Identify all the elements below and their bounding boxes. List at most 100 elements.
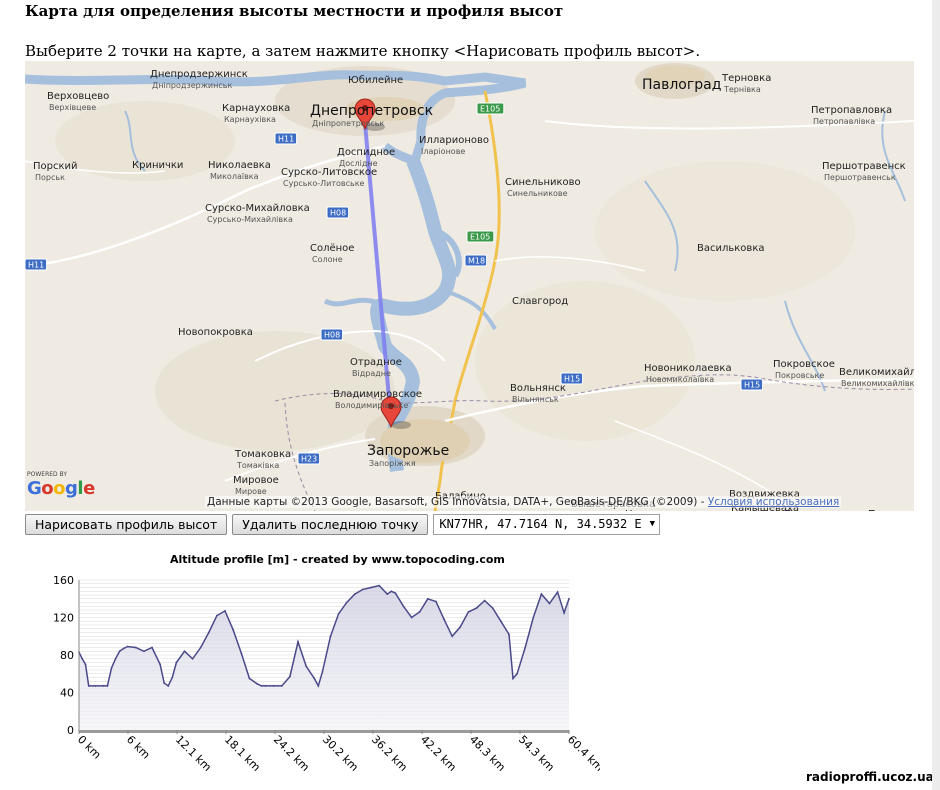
altitude-point — [370, 586, 372, 589]
place-label: Порский — [33, 161, 78, 172]
road-shield-label: H11 — [278, 135, 294, 144]
y-tick-label: 0 — [67, 724, 74, 737]
x-tick-label: 18.1 km — [222, 733, 263, 774]
place-sublabel: Карнаухівка — [224, 115, 276, 124]
road-shield: H15 — [560, 372, 584, 385]
road-shield: H08 — [320, 328, 344, 341]
altitude-point — [106, 685, 109, 687]
place-sublabel: Вільнянськ — [512, 395, 559, 404]
x-tick-label: 12.1 km — [173, 733, 214, 774]
instructions-text: Выберите 2 точки на карте, а затем нажми… — [25, 42, 701, 60]
place-label: Новопокровка — [178, 327, 253, 338]
profile-route-line — [363, 122, 393, 422]
x-tick-label: 6 km — [124, 733, 153, 762]
terms-of-use-link[interactable]: Условия использования — [707, 496, 840, 508]
place-label: Вольнянск — [510, 383, 566, 394]
place-sublabel: Великомихайлівка — [841, 379, 914, 388]
place-label: Павлоград — [642, 77, 721, 93]
place-label: Владимировское — [333, 389, 422, 400]
altitude-point — [248, 677, 251, 680]
place-label: Першотравенск — [822, 161, 906, 172]
altitude-point — [84, 663, 87, 666]
attribution-text: Данные карты ©2013 Google, Basarsoft, GI… — [207, 496, 708, 508]
altitude-point — [345, 601, 348, 604]
altitude-point — [568, 597, 570, 600]
y-tick-label: 160 — [53, 574, 74, 587]
place-label: Синельниково — [505, 177, 581, 188]
map-canvas[interactable]: Днепродзержинск Дніпродзержинськ Днепропет… — [25, 61, 914, 511]
altitude-point — [126, 645, 129, 648]
altitude-point — [491, 607, 494, 610]
altitude-point — [321, 670, 324, 673]
place-sublabel: Іларіонове — [421, 147, 465, 156]
altitude-point — [499, 620, 502, 623]
place-sublabel: Синельникове — [507, 189, 568, 198]
altitude-point — [410, 616, 413, 619]
road-shield-label: H15 — [744, 381, 760, 390]
place-label: Илларионово — [419, 135, 489, 146]
place-sublabel: Томаківка — [236, 461, 279, 470]
altitude-point — [512, 677, 514, 680]
altitude-point — [151, 646, 153, 649]
road-shield: H15 — [740, 378, 764, 391]
road-shield-label: E105 — [470, 233, 490, 242]
altitude-point — [378, 584, 381, 587]
altitude-point — [163, 682, 166, 685]
place-label: Николаевка — [208, 160, 271, 171]
altitude-point — [563, 611, 566, 614]
altitude-point — [329, 635, 332, 638]
page-title: Карта для определения высоты местности и… — [25, 2, 564, 20]
altitude-point — [540, 593, 543, 595]
draw-profile-button[interactable]: Нарисовать профиль высот — [25, 513, 228, 535]
place-sublabel: Першотравенськ — [824, 173, 896, 182]
start-marker-icon[interactable] — [354, 98, 385, 131]
x-tick-label: 54.3 km — [516, 733, 557, 774]
place-label: Днепродзержинск — [150, 69, 248, 80]
point-select-value: KN77HR, 47.7164 N, 34.5932 E — [439, 517, 642, 531]
altitude-point — [199, 646, 202, 649]
road-shield: H11 — [25, 258, 48, 271]
place-sublabel: Верхівцеве — [49, 103, 96, 112]
end-marker-icon[interactable] — [380, 396, 411, 429]
altitude-point — [516, 672, 518, 675]
road-shield-label: H15 — [564, 375, 580, 384]
scrollbar[interactable] — [932, 0, 940, 790]
altitude-point — [81, 657, 84, 660]
altitude-point — [256, 683, 259, 685]
altitude-point — [216, 614, 218, 617]
place-label: Карнауховка — [222, 103, 290, 114]
altitude-point — [289, 675, 291, 678]
altitude-point — [483, 599, 486, 602]
delete-last-point-button[interactable]: Удалить последнюю точку — [232, 513, 429, 535]
altitude-point — [175, 661, 178, 664]
place-sublabel: Покровське — [775, 371, 824, 380]
road-shield: E105 — [466, 230, 495, 243]
x-tick-label: 36.2 km — [369, 733, 410, 774]
altitude-point — [102, 685, 105, 687]
road-shield: H11 — [274, 132, 298, 145]
place-label: Петропавловка — [811, 105, 892, 116]
altitude-point — [451, 635, 454, 638]
altitude-point — [114, 657, 117, 660]
powered-by-label: POWERED BY — [27, 471, 68, 478]
google-logo[interactable]: POWERED BY Google — [27, 471, 95, 499]
y-tick-label: 120 — [53, 612, 74, 625]
road-shield: H23 — [297, 452, 321, 465]
altitude-point — [443, 618, 445, 621]
altitude-point — [532, 616, 535, 619]
point-select[interactable]: KN77HR, 47.7164 N, 34.5932 E ▼ — [433, 513, 661, 535]
place-label: Воздвижевка — [729, 489, 800, 500]
place-sublabel: Дослідне — [339, 159, 378, 168]
place-sublabel: Порськ — [35, 173, 65, 182]
place-sublabel: Петропавлівка — [813, 117, 875, 126]
google-logo-word: Google — [27, 478, 95, 499]
altitude-point — [418, 610, 421, 613]
place-sublabel: Відрадне — [352, 369, 391, 378]
altitude-point — [390, 590, 393, 593]
altitude-point — [240, 652, 243, 655]
place-label: Доспидное — [337, 147, 395, 158]
altitude-point — [524, 646, 527, 649]
place-label: Васильковка — [697, 243, 765, 254]
